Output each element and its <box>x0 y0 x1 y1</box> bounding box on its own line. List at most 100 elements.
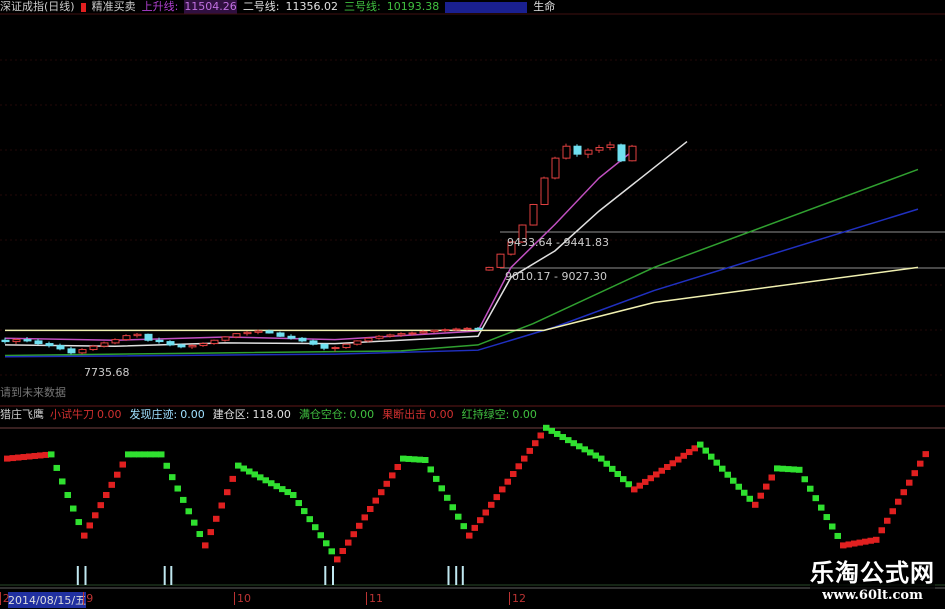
oscillator-step <box>273 483 280 490</box>
oscillator-step <box>268 480 275 487</box>
oscillator-step <box>653 471 660 478</box>
oscillator-step <box>763 483 770 490</box>
oscillator-step <box>543 424 550 431</box>
oscillator-step <box>235 462 242 469</box>
oscillator-step <box>785 466 792 473</box>
oscillator-step <box>741 489 748 496</box>
oscillator-step <box>680 452 687 459</box>
candle-body <box>287 335 296 339</box>
oscillator-step <box>306 516 313 523</box>
candle-body <box>122 335 131 341</box>
candle-body <box>1 339 10 343</box>
oscillator-step <box>796 466 803 473</box>
oscillator-step <box>851 540 858 547</box>
volume-bar <box>163 566 166 585</box>
moving-average-line <box>4 168 919 357</box>
line2-label: 二号线: <box>242 0 280 13</box>
oscillator-step <box>174 485 181 492</box>
oscillator-step <box>411 456 418 463</box>
volume-bar <box>332 566 334 585</box>
oscillator-step <box>845 541 852 548</box>
oscillator-step <box>521 455 528 462</box>
oscillator-step <box>471 524 478 531</box>
oscillator-step <box>889 508 896 515</box>
oscillator-step <box>37 452 44 459</box>
oscillator-step <box>862 538 869 545</box>
oscillator-step <box>262 477 269 484</box>
oscillator-step <box>438 485 445 492</box>
moving-average-line <box>4 208 919 358</box>
oscillator-step <box>493 494 500 501</box>
volume-bar <box>455 566 458 585</box>
x-tick-label: 10 <box>234 592 251 605</box>
oscillator-step <box>350 531 357 538</box>
oscillator-step <box>75 519 82 526</box>
oscillator-step <box>158 451 165 458</box>
oscillator-step <box>218 502 225 509</box>
oscillator-step <box>477 517 484 524</box>
x-tick-label: 2 <box>0 592 10 605</box>
x-tick-label: 9 <box>83 592 93 605</box>
indicator-value: 0.00 <box>349 408 375 421</box>
line2-value: 11356.02 <box>285 0 339 13</box>
candle-body <box>155 339 164 343</box>
oscillator-step <box>834 532 841 539</box>
oscillator-step <box>328 548 335 555</box>
oscillator-step <box>152 451 159 458</box>
oscillator-step <box>576 443 583 450</box>
oscillator-step <box>70 505 77 512</box>
oscillator-step <box>884 517 891 524</box>
watermark: 乐淘公式网 www.60lt.com <box>810 553 935 603</box>
low-price-label: 7735.68 <box>84 366 130 379</box>
oscillator-step <box>224 489 231 496</box>
oscillator-step <box>295 500 302 507</box>
candle-body <box>397 333 406 336</box>
chart-title: 深证成指(日线) <box>0 0 75 13</box>
candle-body <box>628 145 637 162</box>
oscillator-step <box>906 479 913 486</box>
oscillator-step <box>389 472 396 479</box>
indicator-values: 小试牛刀 0.00 发现庄迹: 0.00 建仓区: 118.00 满仓空仓: 0.00 果断出击… <box>50 408 537 422</box>
oscillator-step <box>691 445 698 452</box>
candle-body <box>111 339 120 344</box>
candle-body <box>309 340 318 345</box>
oscillator-step <box>724 471 731 478</box>
oscillator-step <box>108 481 115 488</box>
indicator-value: 0.00 <box>429 408 454 421</box>
candle-body <box>584 149 593 155</box>
oscillator-step <box>114 471 121 478</box>
oscillator-step <box>829 523 836 530</box>
candle-body <box>562 145 571 159</box>
oscillator-step <box>592 452 599 459</box>
oscillator-step <box>59 478 66 485</box>
oscillator-step <box>257 474 264 481</box>
oscillator-step <box>53 464 60 471</box>
oscillator-step <box>251 471 258 478</box>
oscillator-step <box>774 465 781 472</box>
candle-body <box>276 332 285 337</box>
oscillator-step <box>757 492 764 499</box>
oscillator-step <box>92 512 99 519</box>
oscillator-step <box>202 542 209 549</box>
candle-body <box>210 339 219 345</box>
oscillator-step <box>405 455 412 462</box>
oscillator-step <box>26 453 33 460</box>
oscillator-step <box>504 478 511 485</box>
volume-bar <box>76 566 79 585</box>
indicator-value: 0.00 <box>512 408 537 421</box>
oscillator-step <box>840 542 847 549</box>
oscillator-step <box>383 480 390 487</box>
moving-average-line <box>4 140 688 347</box>
oscillator-step <box>444 494 451 501</box>
oscillator-step <box>312 524 319 531</box>
candle-body <box>188 345 197 348</box>
candle-body <box>34 340 43 345</box>
oscillator-step <box>119 461 126 468</box>
formula-name: 精准买卖 <box>91 0 136 13</box>
oscillator-step <box>81 532 88 539</box>
oscillator-step <box>812 495 819 502</box>
candle-body <box>617 144 626 162</box>
candle-body <box>430 329 439 333</box>
indicator-value: 0.00 <box>180 408 205 421</box>
oscillator-step <box>895 498 902 505</box>
